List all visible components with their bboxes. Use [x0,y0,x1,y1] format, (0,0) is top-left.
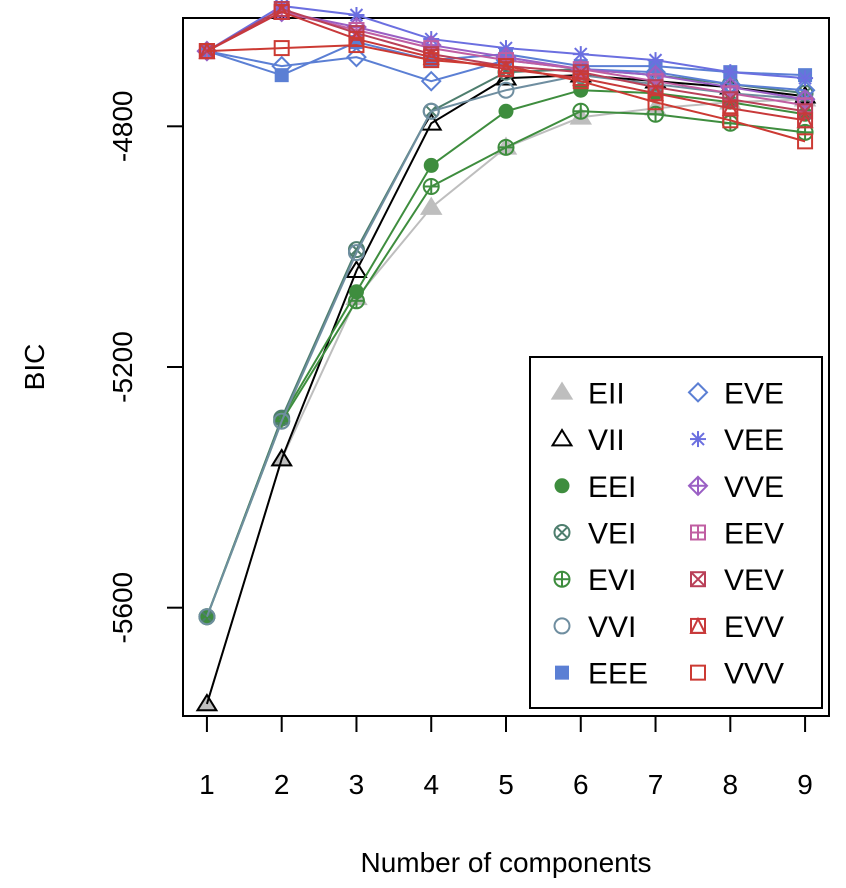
data-point-eve-3 [346,46,367,68]
legend-marker-eev [690,524,706,541]
legend-marker-eii [550,381,574,400]
data-point-vvi-4 [422,102,440,120]
y-tick-label--4800: -4800 [107,90,138,162]
x-tick-label-9: 9 [797,769,813,800]
legend-label-eei: EEI [588,471,636,504]
data-point-vvi-1 [198,608,216,626]
data-point-vvi-5 [497,81,515,99]
legend-label-vev: VEV [724,564,784,597]
data-point-eei-4 [423,157,439,173]
x-tick-label-3: 3 [349,769,365,800]
legend-item-vei: VEI [553,518,636,551]
legend-label-eii: EII [588,377,625,410]
data-point-evv-2 [273,2,291,20]
legend-item-eei: EEI [554,471,636,504]
data-point-eii-4 [419,196,443,215]
data-point-vvv-4 [423,52,440,69]
legend-label-eee: EEE [588,658,648,691]
data-point-vii-3 [345,259,368,279]
data-point-evi-3 [347,292,365,310]
legend-item-vvv: VVV [690,658,784,691]
legend-box [529,356,823,709]
series-line-evv [206,10,806,122]
series-vvv [198,37,814,150]
y-axis-title: BIC [19,344,50,391]
data-point-evi-4 [422,177,440,195]
legend-marker-vee [690,431,706,448]
legend-label-eve: EVE [724,377,784,410]
data-point-vvi-3 [347,244,365,262]
data-point-eve-4 [420,70,442,92]
data-point-vvv-5 [498,58,514,75]
x-tick-label-5: 5 [498,769,514,800]
data-point-vvv-7 [647,94,664,111]
legend-marker-evi [553,570,571,588]
legend-item-evi: EVI [553,564,636,597]
data-point-evi-6 [572,102,590,120]
x-tick-label-6: 6 [573,769,589,800]
legend-marker-evv [689,616,707,634]
x-axis-title: Number of components [360,847,651,878]
legend-label-vii: VII [588,424,625,457]
legend-label-evv: EVV [724,611,784,644]
x-tick-label-4: 4 [423,769,439,800]
data-point-eei-5 [498,103,514,119]
legend-marker-eei [554,478,570,494]
x-axis: 1 2 3 4 5 6 7 8 9 [199,715,813,800]
x-tick-label-7: 7 [648,769,664,800]
legend-item-vii: VII [550,424,625,457]
x-tick-label-8: 8 [723,769,739,800]
data-point-eve-2 [271,55,293,77]
series-line-vvv [206,44,806,143]
data-point-evv-8 [721,99,739,117]
data-point-vii-2 [270,448,293,467]
legend-marker-vii [550,428,574,447]
data-point-vvi-2 [273,412,291,430]
y-tick-label--5600: -5600 [107,572,138,644]
data-point-vvv-1 [198,43,215,60]
legend-label-vei: VEI [588,518,636,551]
data-point-evi-5 [497,138,515,156]
legend-item-vvi: VVI [553,611,636,644]
series-line-vii [205,74,806,705]
legend-marker-eee [555,665,569,680]
legend-marker-vev [690,571,706,588]
legend-label-eev: EEV [724,518,784,551]
legend-label-evi: EVI [588,564,636,597]
legend-marker-vei [553,524,571,541]
legend-marker-eve [687,381,709,403]
x-tick-label-1: 1 [199,769,215,800]
legend-item-vve: VVE [687,471,784,504]
y-axis: -5600 -5200 -4800 [107,90,184,644]
data-point-vee-9 [797,70,814,87]
data-point-evv-9 [796,111,814,129]
data-point-vii-1 [195,693,219,712]
x-tick-label-2: 2 [274,769,290,800]
legend-item-vev: VEV [690,564,784,597]
legend-item-eee: EEE [555,658,648,691]
data-point-vvv-8 [722,112,739,129]
data-point-vvv-2 [273,40,290,57]
legend-label-vvi: VVI [588,611,636,644]
legend-marker-vve [687,475,709,497]
legend-item-eii: EII [550,377,625,410]
legend-label-vve: VVE [724,471,784,504]
legend-item-evv: EVV [689,611,784,644]
legend-marker-vvv [690,664,706,681]
legend-label-vvv: VVV [724,658,784,691]
legend: EII VII EEI VEI EVI VVI EEE EVE VEE VVE EEV VEV EVV V… [529,356,823,709]
legend-item-eve: EVE [687,377,784,410]
data-point-evv-7 [646,83,665,102]
legend-item-vee: VEE [690,424,784,457]
legend-item-eev: EEV [690,518,784,551]
data-point-vvv-6 [572,73,589,90]
series-layer [195,0,817,712]
y-tick-label--5200: -5200 [107,331,138,403]
data-point-eei-6 [573,82,589,98]
legend-marker-vvi [553,617,571,635]
data-point-vvv-3 [348,37,365,54]
legend-label-vee: VEE [724,424,784,457]
data-point-vvv-9 [797,133,814,150]
